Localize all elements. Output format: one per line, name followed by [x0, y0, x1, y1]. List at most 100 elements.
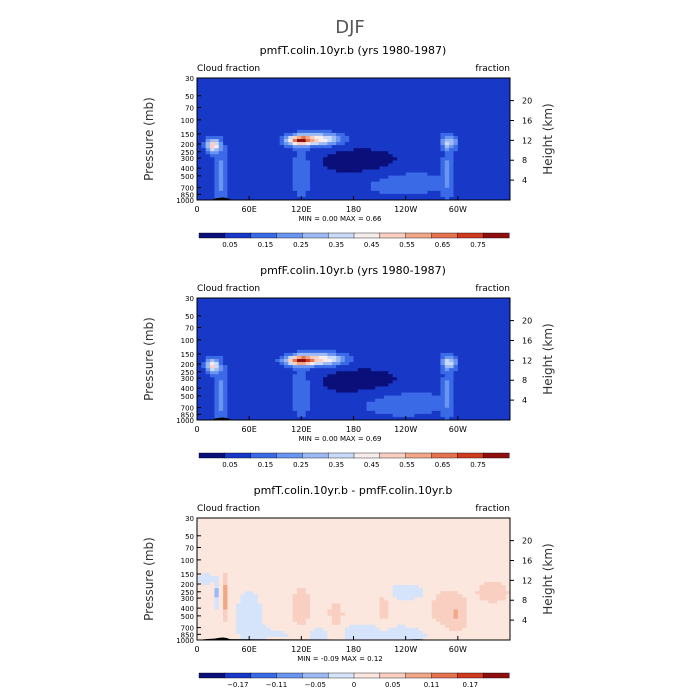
panel1-cell: [288, 349, 294, 354]
panel1-cell: [205, 334, 211, 339]
panel1-cell: [301, 359, 307, 363]
panel0-cell: [344, 196, 350, 201]
panel1-cell: [279, 340, 285, 345]
panel1-cell: [231, 352, 237, 357]
panel1-cell: [223, 313, 228, 317]
panel1-cell: [318, 359, 324, 363]
panel0-cell: [475, 111, 480, 115]
panel1-cell: [449, 352, 454, 357]
panel0-cell: [396, 163, 402, 167]
panel0-cell: [496, 154, 502, 158]
panel0-colorbar-label: 0.45: [364, 241, 380, 249]
panel0-cell: [218, 93, 224, 97]
panel1-cell: [366, 328, 372, 332]
panel0-cell: [227, 181, 233, 186]
panel0-cell: [301, 93, 307, 97]
panel1-cell: [249, 352, 254, 357]
panel1-cell: [483, 346, 489, 351]
panel0-cell: [292, 105, 298, 109]
panel0-cell: [366, 108, 372, 112]
panel0-cell: [244, 184, 250, 189]
panel0-cell: [501, 114, 507, 119]
panel1-cell: [418, 325, 424, 329]
panel1-cell: [240, 368, 246, 372]
panel1-cell: [457, 325, 463, 329]
panel1-cell: [379, 319, 385, 323]
panel0-cell: [262, 196, 267, 201]
panel1-cell: [418, 313, 424, 317]
panel0-cell: [436, 123, 441, 128]
panel0-cell: [292, 154, 298, 158]
panel0-cell: [388, 160, 394, 164]
panel0-cell: [231, 87, 237, 91]
panel0-cell: [366, 129, 372, 134]
panel0-cell: [479, 111, 485, 115]
panel1-cell: [210, 301, 215, 305]
panel0-cell: [440, 172, 446, 176]
panel0-cell: [262, 190, 267, 195]
panel0-cell: [427, 154, 433, 158]
panel1-cell: [336, 368, 341, 372]
panel0-cell: [405, 151, 411, 155]
panel0-cell: [349, 196, 354, 201]
panel0-colorbar-label: 0.75: [470, 241, 486, 249]
panel1-cell: [492, 313, 498, 317]
panel1-cell: [270, 319, 276, 323]
panel0-cell: [296, 181, 302, 186]
panel0-cell: [423, 99, 428, 103]
panel0-cell: [383, 114, 389, 119]
panel1-cell: [253, 343, 259, 348]
panel1-cell: [349, 310, 354, 314]
panel1-cell: [205, 328, 211, 332]
panel0-colorbar-swatch: [431, 232, 458, 239]
panel0-cell: [336, 84, 341, 88]
panel1-cell: [323, 334, 328, 339]
panel0-cell: [201, 99, 207, 103]
panel0-cell: [362, 108, 367, 112]
panel0-cell: [453, 187, 459, 192]
panel0-cell: [414, 196, 420, 201]
panel0-cell: [501, 84, 507, 88]
panel0-cell: [314, 187, 320, 192]
panel1-cell: [214, 371, 220, 375]
panel0-cell: [353, 175, 359, 180]
panel0-cell: [401, 102, 407, 106]
panel0-cell: [257, 114, 263, 119]
panel0-cell: [249, 102, 254, 106]
panel0-cell: [444, 99, 450, 103]
panel0-cell: [431, 114, 437, 119]
panel0-cell: [270, 114, 276, 119]
panel1-cell: [362, 362, 367, 366]
panel1-cell: [496, 355, 502, 360]
panel0-cell: [266, 157, 272, 161]
panel0-cell: [379, 105, 385, 109]
panel1-cell: [283, 349, 289, 354]
panel0-cell: [470, 111, 476, 115]
panel0-cell: [323, 154, 328, 158]
panel0-cell: [505, 139, 511, 143]
panel0-cell: [418, 129, 424, 134]
panel0-cell: [318, 181, 324, 186]
panel1-cell: [457, 346, 463, 351]
panel1-cell: [405, 325, 411, 329]
panel0-cell: [431, 81, 437, 85]
panel0-cell: [244, 193, 250, 198]
panel0-cell: [318, 123, 324, 128]
panel1-cell: [236, 319, 241, 323]
panel1-cell: [396, 337, 402, 342]
panel1-cell: [479, 362, 485, 366]
panel0-cell: [505, 184, 511, 189]
panel1-cell: [231, 368, 237, 372]
panel0-cell: [405, 148, 411, 152]
panel1-cell: [249, 322, 254, 326]
panel1-cell: [262, 368, 267, 372]
panel1-cell: [444, 377, 450, 381]
panel0-cell: [349, 129, 354, 134]
panel0-cell: [418, 132, 424, 137]
panel1-cell: [236, 304, 241, 308]
panel0-cell: [483, 87, 489, 91]
panel0-cell: [210, 108, 215, 112]
panel1-cell: [370, 377, 376, 381]
panel1-cell: [218, 322, 224, 326]
panel0-cell: [253, 190, 259, 195]
